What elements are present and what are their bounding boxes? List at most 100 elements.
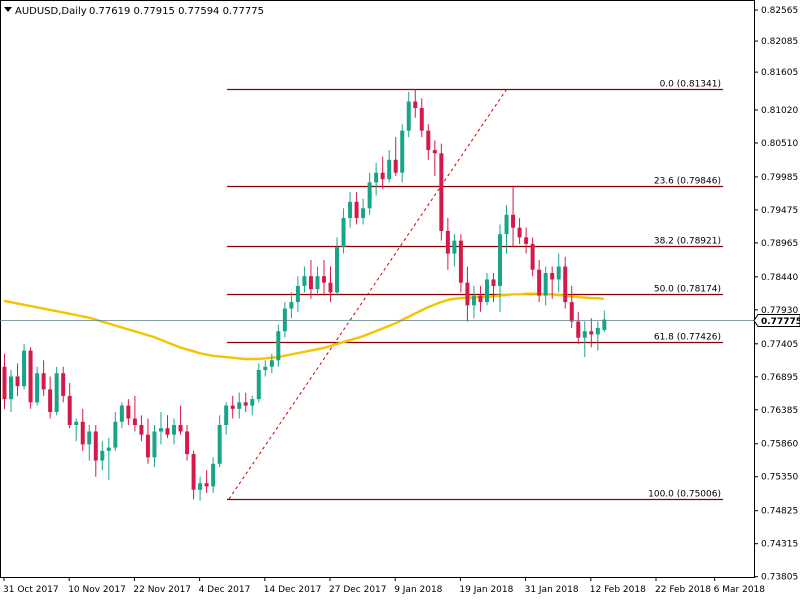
candle bbox=[100, 441, 105, 471]
candle-body bbox=[80, 421, 85, 445]
candle-body bbox=[511, 214, 516, 228]
candle bbox=[172, 418, 177, 445]
candle bbox=[308, 260, 313, 299]
y-tick-label: 0.75350 bbox=[761, 473, 798, 483]
candle-body bbox=[152, 431, 157, 458]
candle bbox=[41, 360, 46, 396]
candle-body bbox=[354, 201, 359, 218]
fibonacci-retracement[interactable]: 0.0 (0.81341) 23.6 (0.79846) 38.2 (0.78921… bbox=[227, 80, 723, 501]
candle-body bbox=[87, 431, 92, 445]
candle bbox=[439, 143, 444, 241]
candle bbox=[48, 376, 53, 419]
candle bbox=[498, 224, 503, 312]
x-tick-label: 27 Dec 2017 bbox=[329, 585, 387, 595]
fib-level-label: 50.0 (0.78174) bbox=[654, 285, 721, 295]
fib-anchor-trendline[interactable] bbox=[228, 86, 509, 500]
candle-body bbox=[230, 405, 235, 409]
x-tick-label: 10 Nov 2017 bbox=[68, 585, 126, 595]
ohlc-values: 0.77619 0.77915 0.77594 0.77775 bbox=[89, 6, 264, 17]
candle-body bbox=[393, 159, 398, 173]
candle bbox=[185, 424, 190, 461]
candle-body bbox=[302, 276, 307, 286]
candle bbox=[80, 408, 85, 451]
candle-body bbox=[256, 370, 261, 400]
price-axis: 0.82565 0.82085 0.81605 0.81020 0.80510 0.799… bbox=[753, 6, 800, 583]
candle bbox=[126, 399, 131, 425]
candle-body bbox=[204, 483, 209, 487]
x-tick-label: 22 Feb 2018 bbox=[655, 585, 711, 595]
candle bbox=[198, 476, 203, 501]
candle-body bbox=[602, 319, 607, 330]
candle bbox=[276, 324, 281, 367]
candle bbox=[354, 192, 359, 225]
candle-body bbox=[478, 295, 483, 303]
candle bbox=[67, 382, 72, 429]
candle bbox=[556, 253, 561, 293]
candle bbox=[211, 457, 216, 493]
time-axis: 31 Oct 2017 10 Nov 2017 22 Nov 2017 4 Dec 2… bbox=[3, 577, 765, 595]
candle bbox=[341, 208, 346, 254]
y-tick-label: 0.78440 bbox=[761, 273, 798, 283]
x-tick-label: 12 Feb 2018 bbox=[590, 585, 646, 595]
candle-body bbox=[400, 130, 405, 173]
fib-level-label: 100.0 (0.75006) bbox=[648, 490, 721, 500]
header: AUDUSD,Daily 0.77619 0.77915 0.77594 0.7… bbox=[4, 6, 264, 17]
candle bbox=[74, 418, 79, 442]
candle-body bbox=[295, 285, 300, 303]
y-tick-label: 0.81605 bbox=[761, 68, 798, 78]
candle bbox=[204, 470, 209, 493]
candle bbox=[361, 198, 366, 225]
candle bbox=[419, 98, 424, 138]
y-tick-label: 0.80510 bbox=[761, 139, 798, 149]
candle-body bbox=[15, 376, 20, 387]
price-tag-box bbox=[753, 314, 800, 327]
x-tick-label: 14 Dec 2017 bbox=[264, 585, 322, 595]
symbol-label: AUDUSD,Daily bbox=[15, 6, 87, 17]
candle bbox=[152, 424, 157, 468]
candle bbox=[348, 192, 353, 228]
candle bbox=[191, 450, 196, 500]
candle bbox=[87, 424, 92, 461]
candle-body bbox=[41, 373, 46, 390]
collapse-triangle-icon[interactable] bbox=[4, 7, 12, 12]
candle bbox=[380, 156, 385, 189]
y-tick-label: 0.81020 bbox=[761, 106, 798, 116]
candle-body bbox=[367, 182, 372, 209]
candle-body bbox=[335, 247, 340, 293]
y-tick-label: 0.75860 bbox=[761, 440, 798, 450]
candle bbox=[145, 418, 150, 464]
y-tick-label: 0.74315 bbox=[761, 540, 798, 550]
candle bbox=[2, 353, 7, 409]
candle bbox=[119, 402, 124, 429]
candle bbox=[393, 137, 398, 176]
candle-body bbox=[100, 450, 105, 461]
candle bbox=[22, 344, 27, 390]
candle-body bbox=[341, 217, 346, 248]
candle-body bbox=[471, 295, 476, 306]
candle bbox=[465, 266, 470, 322]
candle bbox=[256, 363, 261, 403]
candle-body bbox=[224, 405, 229, 425]
candle bbox=[406, 91, 411, 138]
candle bbox=[230, 395, 235, 419]
candle bbox=[387, 150, 392, 183]
candle bbox=[132, 395, 137, 432]
candle bbox=[530, 237, 535, 277]
candle bbox=[9, 370, 14, 413]
candle bbox=[543, 266, 548, 306]
x-tick-label: 31 Oct 2017 bbox=[3, 585, 59, 595]
candle bbox=[250, 395, 255, 416]
x-tick-label: 6 Mar 2018 bbox=[714, 585, 766, 595]
candle bbox=[582, 321, 587, 358]
candle-body bbox=[139, 424, 144, 435]
candle bbox=[445, 217, 450, 270]
candle bbox=[471, 285, 476, 319]
candle-body bbox=[419, 108, 424, 131]
moving-average-line bbox=[3, 292, 604, 361]
candle-body bbox=[119, 405, 124, 422]
candle bbox=[413, 89, 418, 118]
candle bbox=[321, 260, 326, 296]
candle bbox=[54, 366, 59, 416]
candle-body bbox=[445, 230, 450, 254]
